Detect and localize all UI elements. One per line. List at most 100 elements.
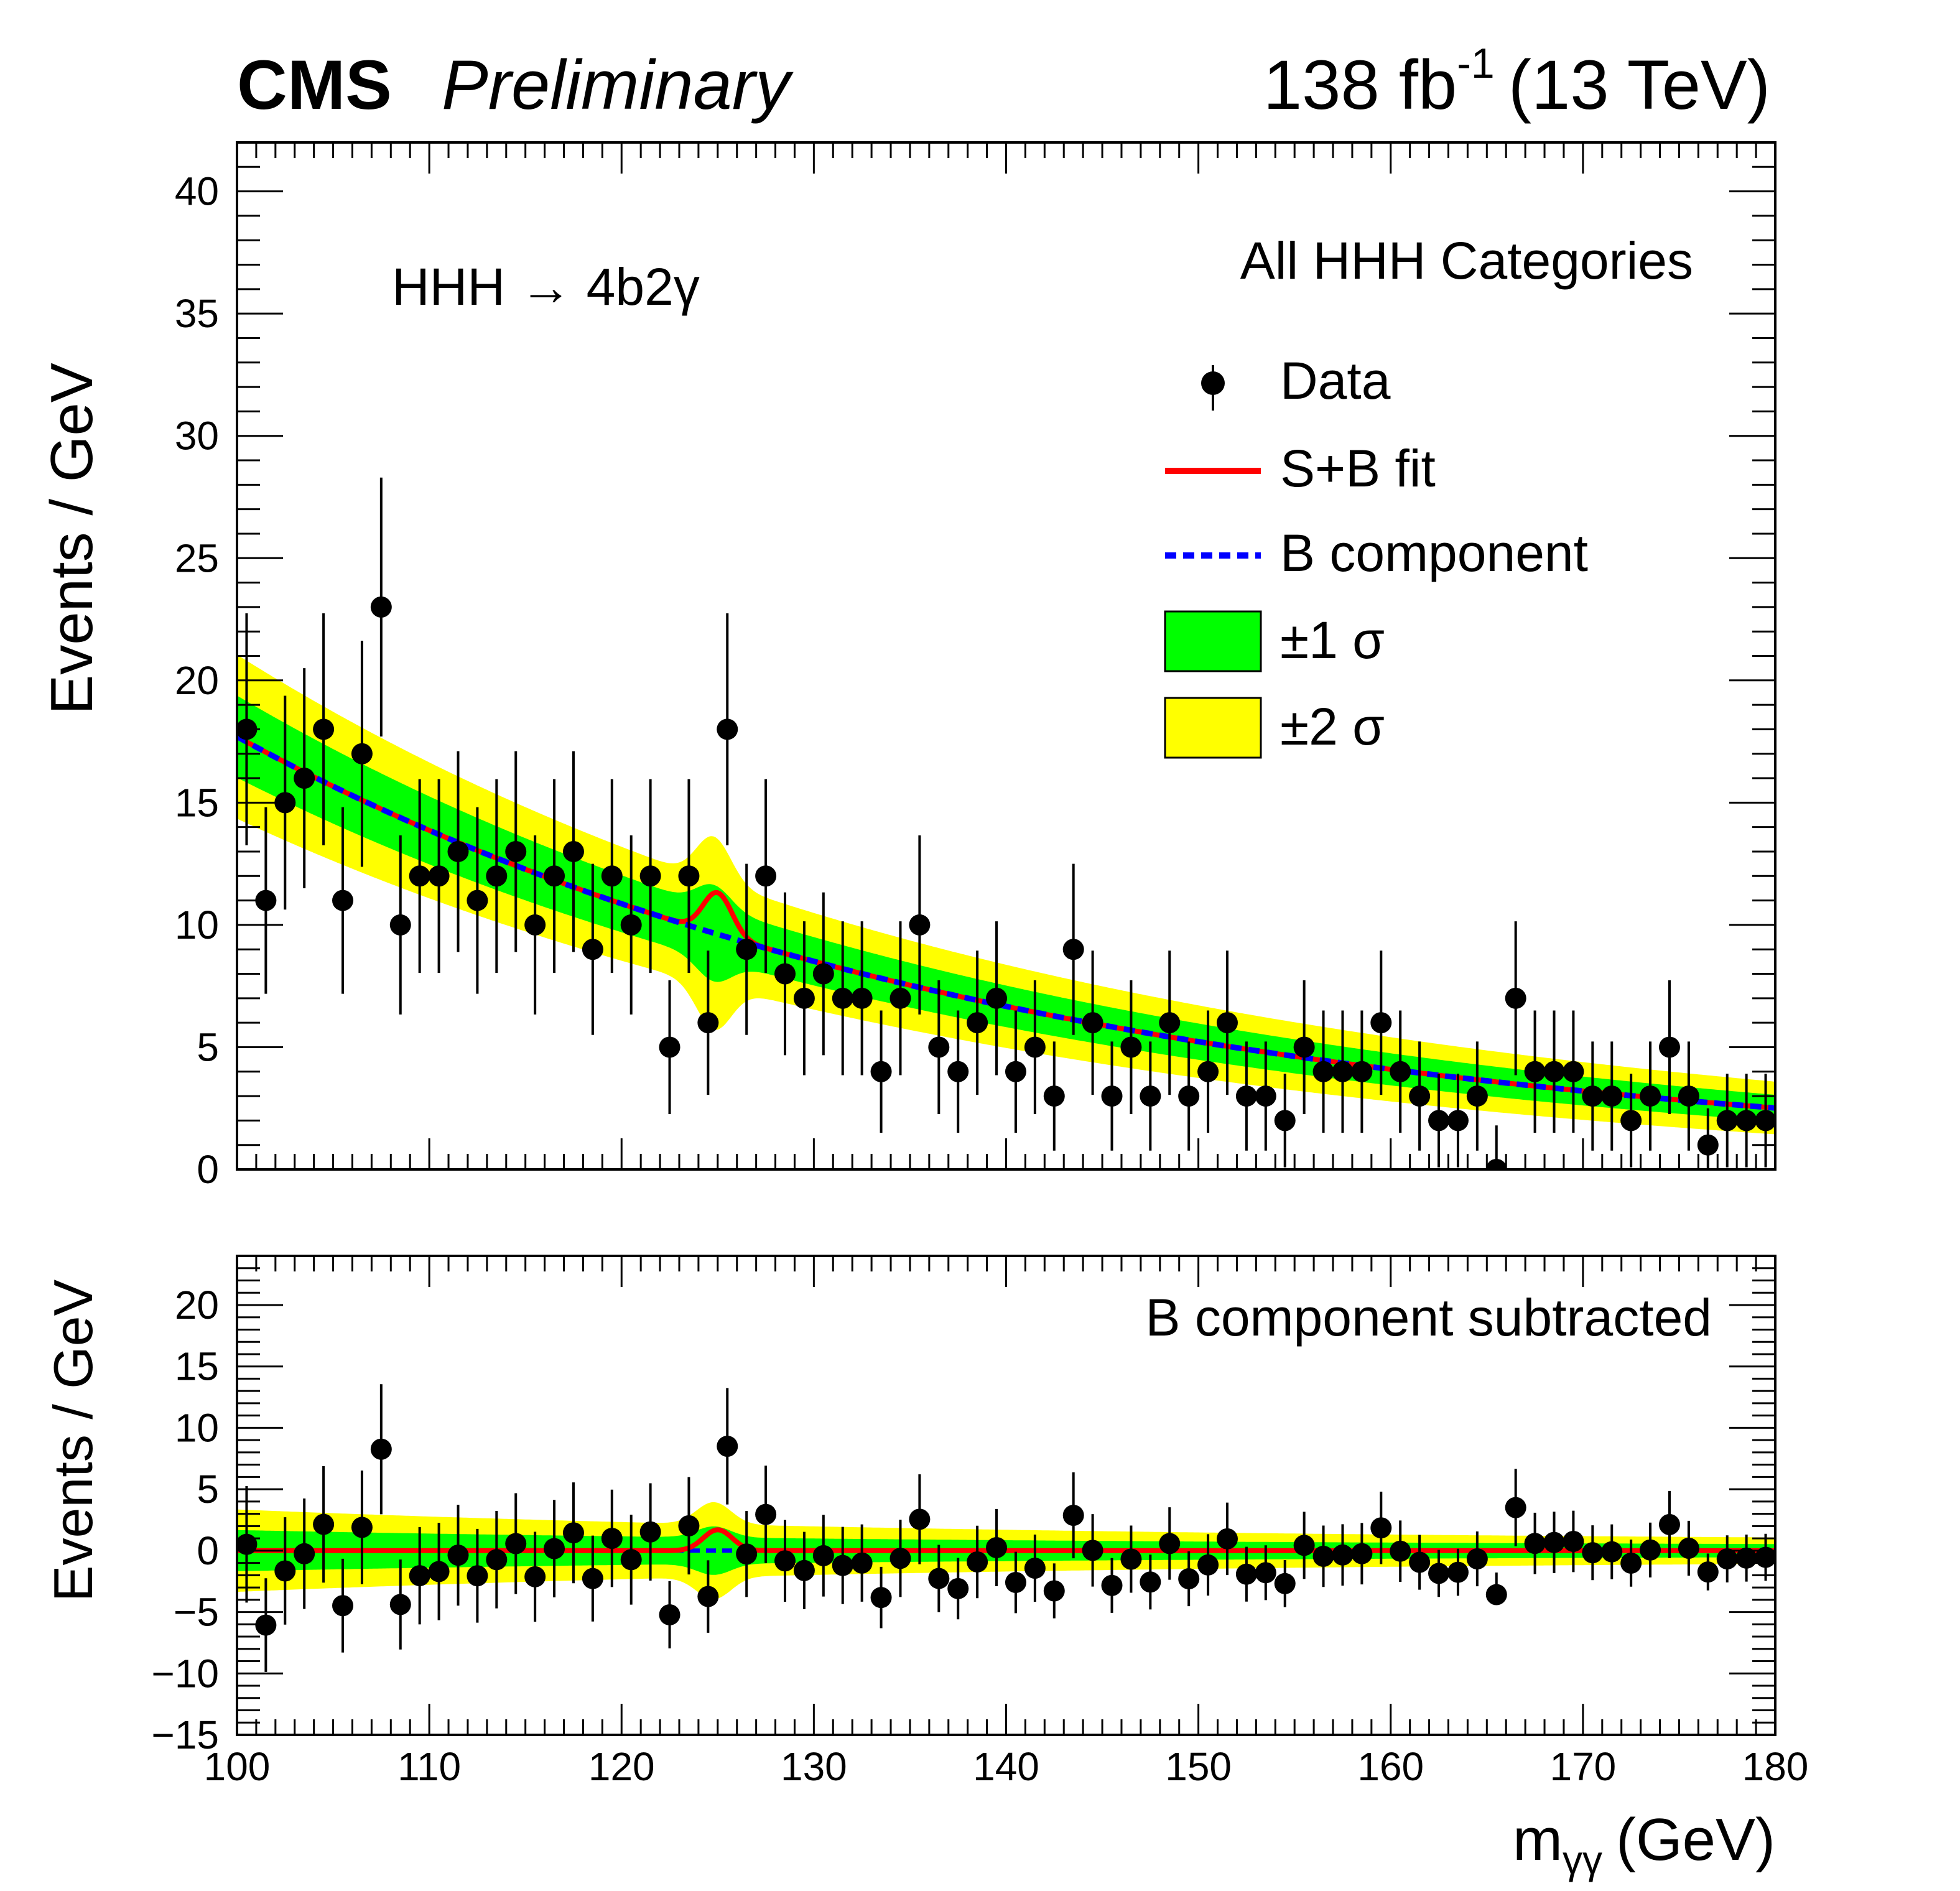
axis-ticks: [236, 141, 1777, 1171]
data-point: [1235, 1085, 1257, 1107]
residual-point: [351, 1517, 373, 1538]
data-point: [313, 718, 335, 740]
y-tick-labels: 0 5 10 15 20 25 30 35 40: [175, 169, 219, 1192]
data-point: [812, 963, 834, 985]
data-point: [717, 718, 738, 740]
y-tick-label: 0: [197, 1528, 219, 1573]
data-point: [793, 987, 815, 1009]
y-tick-label: 15: [175, 780, 219, 825]
x-tick-label: 120: [588, 1744, 655, 1789]
residual-point: [1697, 1561, 1719, 1583]
data-point: [1716, 1110, 1738, 1131]
residual-point: [409, 1565, 430, 1587]
residual-point: [1293, 1535, 1315, 1556]
bottom-y-axis-label: Events / GeV: [42, 1279, 104, 1602]
residual-point: [986, 1536, 1008, 1558]
data-point: [947, 1061, 969, 1082]
x-tick-label: 150: [1165, 1744, 1232, 1789]
residual-point: [755, 1503, 777, 1525]
data-point: [1178, 1085, 1200, 1107]
data-point: [1428, 1110, 1450, 1131]
y-tick-label: 10: [175, 903, 219, 947]
legend-item-band1: ±1 σ: [1164, 610, 1385, 672]
residual-point: [1235, 1563, 1257, 1585]
residual-point: [1101, 1574, 1123, 1596]
residual-point: [1062, 1505, 1084, 1526]
residual-data-points: [237, 1384, 1775, 1672]
residual-point: [582, 1568, 603, 1589]
preliminary-label: Preliminary: [442, 46, 794, 124]
residual-point: [237, 1533, 258, 1555]
residual-point: [1428, 1563, 1450, 1584]
data-point: [909, 914, 931, 936]
category-label: All HHH Categories: [1240, 231, 1693, 290]
data-point: [1658, 1036, 1680, 1058]
residual-point: [1716, 1548, 1738, 1570]
y-tick-label: 15: [175, 1344, 219, 1389]
residual-point: [1485, 1584, 1507, 1605]
x-tick-label: 110: [397, 1744, 461, 1789]
residual-point: [505, 1533, 527, 1554]
data-point: [1255, 1085, 1276, 1107]
data-point: [1312, 1061, 1334, 1082]
data-point: [1409, 1085, 1431, 1107]
y-tick-label: 35: [175, 291, 219, 336]
legend-data-marker: [1201, 371, 1225, 395]
residual-point: [1524, 1533, 1546, 1554]
residual-point: [774, 1550, 796, 1572]
x-axis-label-sub: γγ: [1563, 1838, 1602, 1882]
residual-point: [1620, 1552, 1642, 1574]
data-point: [1082, 1012, 1103, 1034]
x-tick-label: 180: [1742, 1744, 1809, 1789]
residual-point: [428, 1561, 450, 1582]
data-point: [294, 768, 315, 789]
data-point: [1697, 1134, 1719, 1156]
y-tick-label: 5: [197, 1467, 219, 1512]
data-point: [1120, 1036, 1142, 1058]
data-point: [1563, 1061, 1584, 1082]
residual-point: [467, 1565, 488, 1587]
y-tick-label: 30: [175, 414, 219, 458]
residual-y-tick-labels: −15 −10 −5 0 5 10 15 20: [151, 1283, 219, 1757]
data-point: [1505, 987, 1526, 1009]
residual-point: [274, 1560, 296, 1582]
residual-point: [889, 1548, 911, 1569]
residual-point: [1735, 1547, 1757, 1569]
data-points: [237, 477, 1775, 1169]
residual-point: [389, 1594, 411, 1615]
data-point: [1332, 1061, 1354, 1082]
data-point: [1351, 1061, 1373, 1082]
data-point: [1197, 1061, 1219, 1082]
data-point: [1024, 1036, 1046, 1058]
y-tick-label: −15: [151, 1712, 219, 1757]
data-point: [1601, 1085, 1623, 1107]
data-point: [659, 1036, 680, 1058]
residual-point: [717, 1436, 738, 1457]
data-point: [274, 792, 296, 814]
residual-point: [1255, 1562, 1276, 1584]
data-point: [678, 865, 700, 887]
residual-point: [967, 1551, 988, 1573]
data-point: [562, 840, 584, 862]
residual-category-label: B component subtracted: [1145, 1288, 1712, 1347]
x-tick-label: 130: [781, 1744, 847, 1789]
data-point: [544, 865, 565, 887]
residual-plot-frame: [236, 1255, 1777, 1736]
legend-b-label: B component: [1280, 524, 1588, 582]
data-point: [601, 865, 623, 887]
legend-band1-swatch: [1164, 610, 1262, 672]
residual-point: [1043, 1580, 1065, 1602]
x-tick-labels: 100 110 120 130 140 150 160 170 180: [204, 1744, 1809, 1789]
data-point: [639, 865, 661, 887]
data-point: [1466, 1085, 1488, 1107]
residual-point: [1197, 1554, 1219, 1576]
data-point: [486, 865, 508, 887]
two-sigma-band: [237, 654, 1775, 1135]
cms-label: CMS: [237, 46, 392, 124]
x-axis-label-main: m: [1513, 1806, 1563, 1873]
residual-point: [1563, 1530, 1584, 1552]
residual-point: [1312, 1545, 1334, 1567]
residual-point: [255, 1614, 277, 1636]
x-axis-label-unit: (GeV): [1616, 1806, 1775, 1873]
